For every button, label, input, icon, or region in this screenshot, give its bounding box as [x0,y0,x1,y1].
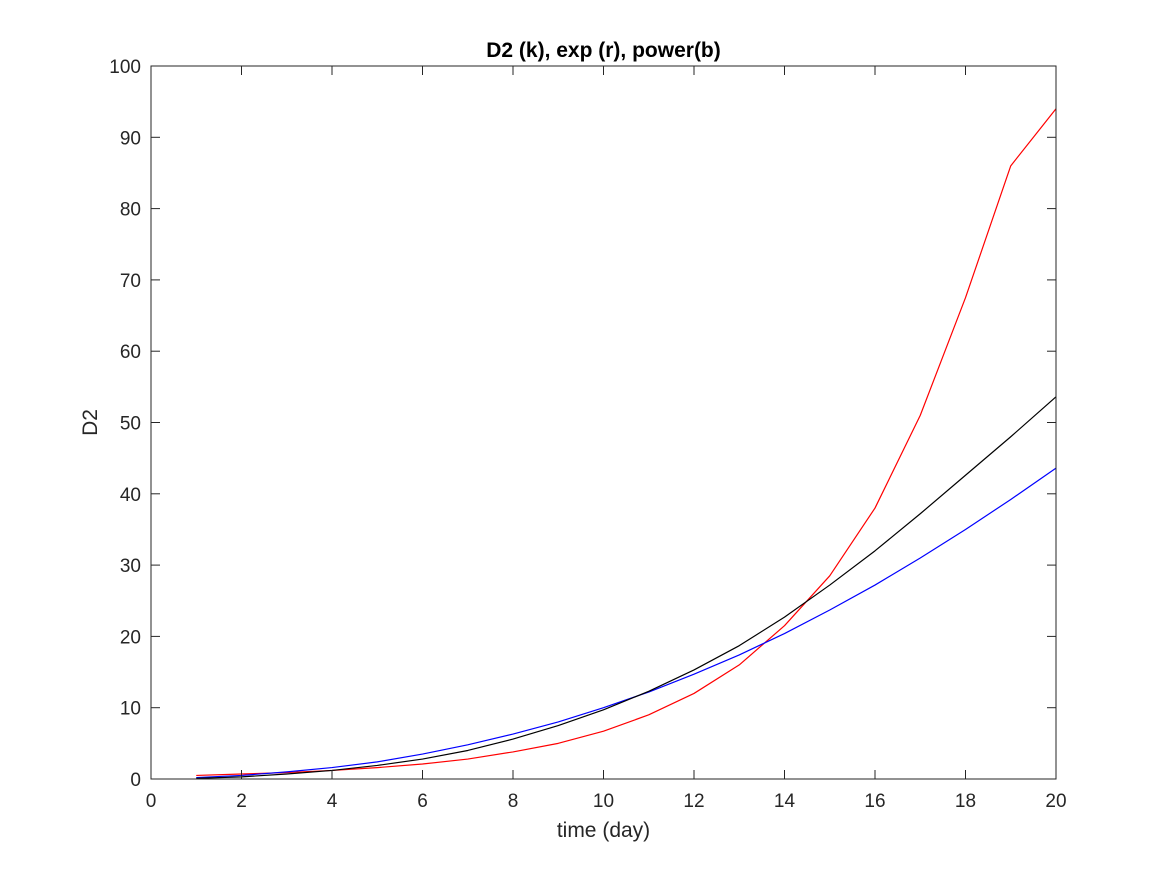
plot-lines [196,108,1057,779]
y-tick-label: 100 [109,57,141,78]
x-tick-label: 20 [1045,791,1066,812]
x-tick-label: 16 [864,791,885,812]
ticks [150,65,1057,780]
x-tick-label: 4 [327,791,338,812]
x-axis-label: time (day) [557,819,650,842]
y-tick-label: 80 [120,200,141,221]
x-tick-label: 12 [683,791,704,812]
y-tick-label: 30 [120,556,141,577]
y-tick-label: 70 [120,271,141,292]
x-tick-label: 0 [146,791,157,812]
x-tick-label: 8 [508,791,519,812]
series-line-2 [196,467,1057,779]
y-tick-label: 10 [120,699,141,720]
series-line-3 [196,396,1057,779]
y-tick-label: 50 [120,414,141,435]
y-tick-label: 60 [120,342,141,363]
y-tick-label: 0 [130,770,141,791]
x-tick-label: 2 [236,791,247,812]
y-axis-label: D2 [79,409,102,436]
y-tick-label: 90 [120,128,141,149]
x-tick-label: 10 [593,791,614,812]
y-tick-label: 40 [120,485,141,506]
x-tick-label: 18 [955,791,976,812]
x-tick-label: 14 [774,791,796,812]
tick-labels: 0 2 4 6 8 10 12 14 16 18 20 0 10 20 30 40 50 60 70 80 90 100 [109,57,1066,812]
y-tick-label: 20 [120,627,141,648]
chart-title: D2 (k), exp (r), power(b) [486,39,721,62]
x-tick-label: 6 [417,791,428,812]
